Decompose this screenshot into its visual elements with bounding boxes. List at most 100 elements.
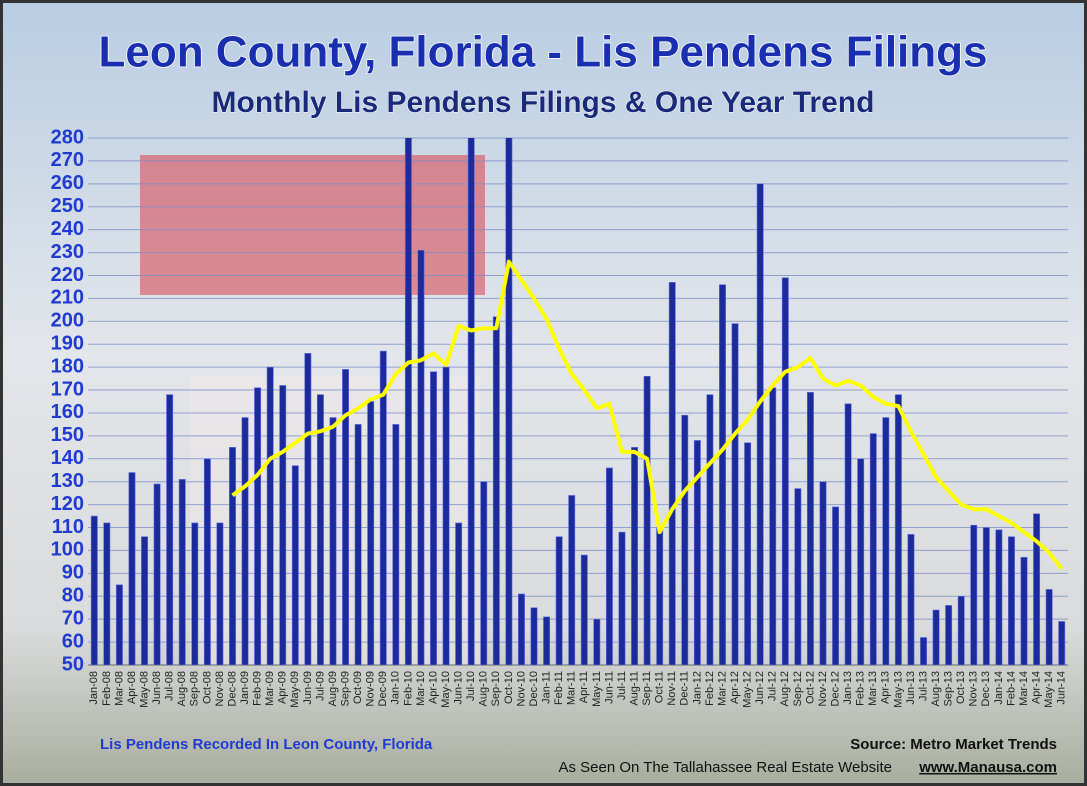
x-tick-label: Jan-12 [691,671,703,705]
y-tick-label: 270 [51,149,84,171]
x-tick-label: Mar-13 [867,671,879,706]
x-tick-label: Mar-12 [716,671,728,706]
footer: As Seen On The Tallahassee Real Estate W… [558,759,892,776]
bar [982,527,990,665]
bar [241,417,249,665]
bar [342,369,350,665]
bar [141,536,148,665]
sign-decoration [140,155,485,295]
y-tick-label: 50 [62,653,84,675]
bar [304,353,312,665]
y-tick-label: 210 [51,287,84,309]
y-tick-label: 150 [51,424,84,446]
x-tick-label: May-12 [742,671,754,708]
x-tick-label: Dec-10 [528,671,540,706]
x-tick-label: Nov-12 [817,671,829,706]
bar [769,387,777,665]
bar [1020,557,1028,665]
y-tick-label: 130 [51,470,84,492]
y-tick-label: 140 [51,447,84,469]
bar [1033,513,1041,665]
x-tick-label: Mar-08 [113,671,125,706]
y-tick-label: 110 [52,516,84,538]
bar [480,481,488,665]
y-tick-label: 230 [51,241,84,263]
bar [693,440,701,665]
bar [115,584,123,665]
bar [392,424,400,665]
x-tick-label: Feb-12 [704,671,716,706]
bar [605,467,613,665]
bar [806,392,814,665]
x-tick-label: Oct-09 [352,671,364,704]
x-tick-label: Sep-11 [641,671,653,706]
x-tick-label: May-13 [892,671,904,708]
bar [543,616,551,665]
x-tick-label: Feb-08 [101,671,113,706]
bar [580,554,588,665]
bar [882,417,890,665]
bar [894,394,902,665]
y-tick-label: 70 [62,607,84,629]
x-tick-label: Nov-08 [214,671,226,706]
bar [442,366,450,665]
x-tick-label: Jul-10 [465,671,477,701]
x-tick-label: May-10 [440,671,452,708]
bar [128,472,136,665]
bar [945,605,953,665]
x-tick-label: Mar-14 [1018,671,1030,706]
x-tick-label: Feb-14 [1005,671,1017,706]
bar [668,282,676,665]
bar [291,465,299,665]
x-tick-label: Jan-09 [239,671,251,705]
x-tick-label: Jun-09 [302,671,314,705]
bar [744,442,752,665]
bar [832,506,840,665]
x-tick-label: May-11 [591,671,603,707]
y-tick-label: 80 [62,585,84,607]
x-tick-label: Apr-14 [1030,671,1042,704]
chart-title: Leon County, Florida - Lis Pendens Filin… [98,28,987,77]
bar [191,522,199,665]
bar [404,138,412,665]
x-tick-label: Apr-09 [277,671,289,704]
x-tick-label: Nov-11 [666,671,678,706]
bar [719,284,726,665]
x-tick-label: Sep-12 [792,671,804,706]
x-tick-label: Dec-13 [980,671,992,706]
bar [430,371,437,665]
x-tick-label: Dec-09 [377,671,389,706]
bar [530,607,538,665]
y-tick-label: 200 [51,310,84,332]
x-tick-label: Aug-11 [628,671,640,706]
bar [379,350,387,665]
y-tick-label: 280 [51,126,84,148]
trend-line [231,259,1064,571]
bar [932,609,940,665]
x-tick-label: Feb-09 [252,671,264,706]
y-tick-label: 250 [51,195,84,217]
bar [794,488,802,665]
x-tick-label: Oct-12 [804,671,816,704]
x-tick-label: Jul-09 [314,671,326,701]
bar [568,495,576,665]
bar [203,458,211,665]
x-tick-label: Feb-13 [855,671,867,706]
x-tick-label: Jul-12 [767,671,779,701]
x-tick-label: Sep-09 [339,671,351,706]
x-tick-label: Oct-10 [503,671,515,704]
x-tick-label: Oct-13 [955,671,967,704]
x-tick-label: Mar-11 [566,671,578,705]
bar [781,277,789,665]
bar [819,481,827,665]
x-tick-label: Jan-13 [842,671,854,705]
bar [869,433,877,665]
x-tick-label: Aug-08 [176,671,188,706]
x-tick-label: May-08 [138,671,150,708]
x-tick-label: Aug-13 [930,671,942,706]
y-tick-label: 170 [51,378,84,400]
bar [467,138,475,665]
x-tick-label: Apr-08 [126,671,138,704]
